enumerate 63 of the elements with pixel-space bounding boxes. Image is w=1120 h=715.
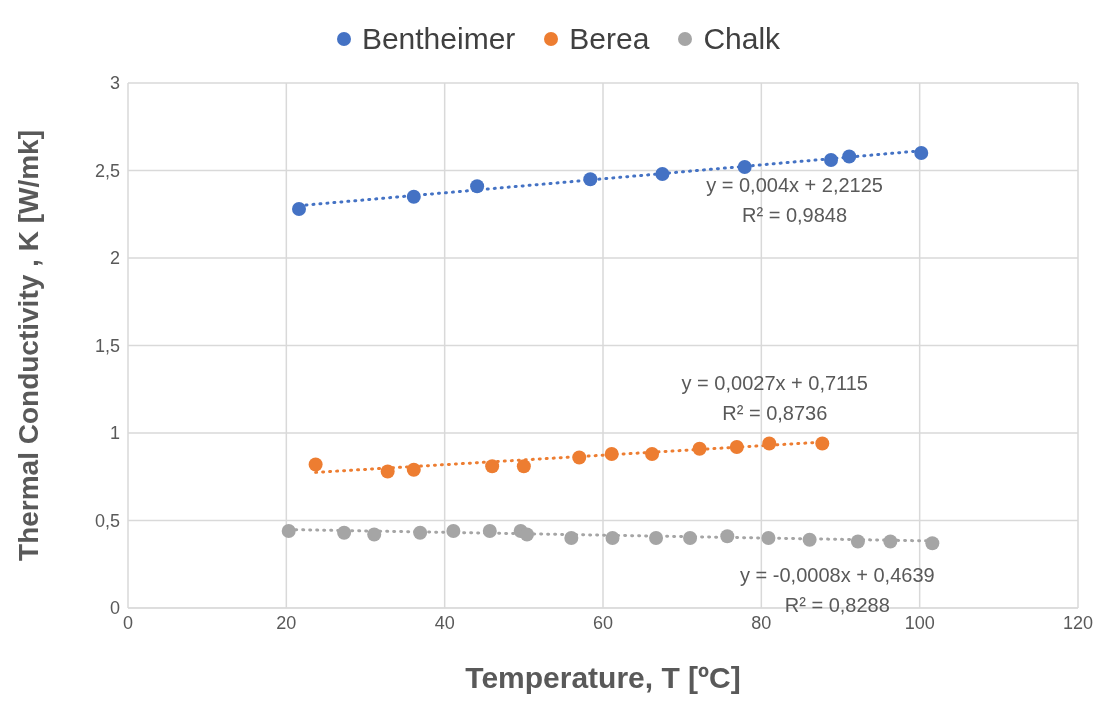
point xyxy=(925,536,940,551)
point xyxy=(762,436,777,451)
point xyxy=(446,524,461,538)
point xyxy=(604,447,619,461)
point xyxy=(914,146,929,160)
x-tick-label: 100 xyxy=(904,612,935,633)
point xyxy=(520,527,534,542)
point xyxy=(683,531,698,545)
legend-label: Bentheimer xyxy=(361,22,516,56)
y-tick-label: 2,5 xyxy=(94,160,120,181)
x-tick-label: 60 xyxy=(592,612,614,633)
point xyxy=(367,527,382,542)
point xyxy=(380,464,395,479)
point xyxy=(482,524,497,538)
point xyxy=(802,532,817,547)
y-tick-label: 1 xyxy=(109,423,120,444)
x-tick-label: 0 xyxy=(122,612,134,633)
x-axis-title: Temperature, T [ºC] xyxy=(465,661,741,694)
annotation: R² = 0,8288 xyxy=(784,593,890,616)
point xyxy=(815,436,830,451)
annotation: y = -0,0008x + 0,4639 xyxy=(739,563,936,587)
legend-label: Berea xyxy=(569,22,650,56)
annotation: R² = 0,9848 xyxy=(741,203,849,227)
point xyxy=(850,534,865,549)
point xyxy=(337,525,352,540)
point xyxy=(485,459,500,474)
point xyxy=(583,172,598,187)
point xyxy=(824,153,838,167)
point xyxy=(645,447,660,461)
point xyxy=(292,202,306,216)
point xyxy=(883,534,898,549)
point xyxy=(649,531,664,545)
point xyxy=(655,167,670,181)
point xyxy=(572,450,587,465)
point xyxy=(413,525,428,540)
annotation: R² = 0,8736 xyxy=(721,402,829,426)
y-tick-label: 0,5 xyxy=(94,510,120,531)
point xyxy=(308,457,323,472)
point xyxy=(470,179,485,194)
point xyxy=(692,441,707,456)
point xyxy=(842,149,857,164)
point xyxy=(564,531,579,545)
point xyxy=(761,531,776,545)
point xyxy=(720,529,735,544)
point xyxy=(406,189,421,204)
point xyxy=(281,524,296,538)
legend-label: Chalk xyxy=(703,22,781,56)
annotation: y = 0,004x + 2,2125 xyxy=(705,173,884,197)
y-tick-label: 3 xyxy=(109,73,120,94)
x-tick-label: 120 xyxy=(1062,612,1094,633)
y-tick-label: 2 xyxy=(109,248,120,269)
y-tick-label: 1,5 xyxy=(94,335,120,356)
annotation: y = 0,0027x + 0,7115 xyxy=(680,372,869,396)
point xyxy=(737,160,752,174)
x-tick-label: 80 xyxy=(751,612,772,633)
y-tick-label: 0 xyxy=(109,598,120,619)
y-axis-title: Thermal Conductivity , K [W/mk] xyxy=(12,130,44,561)
point xyxy=(729,440,744,454)
point xyxy=(406,462,421,477)
point xyxy=(605,531,620,545)
point xyxy=(516,459,531,474)
x-tick-label: 20 xyxy=(276,612,297,633)
x-tick-label: 40 xyxy=(434,612,455,633)
